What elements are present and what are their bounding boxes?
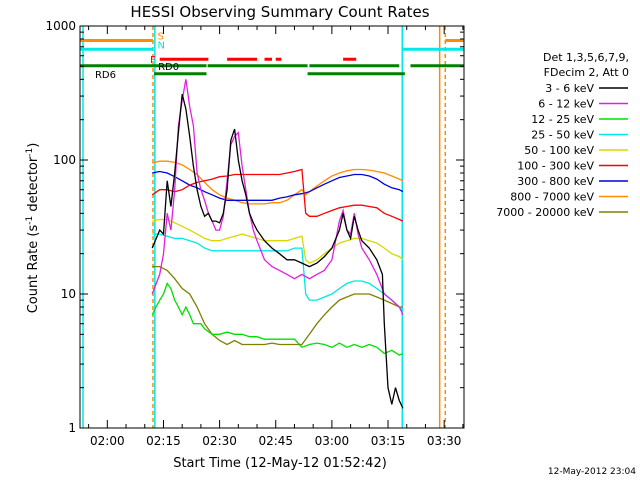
legend-entry-label: 50 - 100 keV (524, 144, 594, 157)
legend-entry-label: 100 - 300 keV (517, 160, 594, 173)
series-line-50-100-kev (152, 218, 404, 264)
y-tick-label: 1 (68, 421, 76, 435)
x-tick-label: 02:45 (258, 434, 293, 448)
series-line-800-7000-kev (152, 160, 404, 205)
legend-entry-label: 7000 - 20000 keV (496, 206, 594, 219)
x-tick-label: 02:00 (90, 434, 125, 448)
legend-header: Det 1,3,5,6,7,9, FDecim 2, Att 0 (543, 51, 629, 79)
x-tick-label: 03:15 (371, 434, 406, 448)
y-tick-label: 100 (53, 153, 76, 167)
y-axis-label: Count Rate (s-1 detector-1) (25, 143, 41, 314)
status-label-n: N (157, 40, 164, 51)
legend-entry-label: 800 - 7000 keV (510, 191, 594, 204)
footer-timestamp: 12-May-2012 23:04 (548, 467, 636, 477)
x-tick-label: 02:30 (202, 434, 237, 448)
plot-frame (79, 25, 465, 429)
x-tick-label: 03:30 (427, 434, 462, 448)
status-label-rd0: RD0 (158, 62, 179, 73)
legend: 3 - 6 keV 6 - 12 keV 12 - 25 keV 25 - 50 ke… (496, 82, 628, 219)
y-axis-label-superscript: -1 (25, 216, 35, 225)
legend-entry-label: 6 - 12 keV (538, 98, 594, 111)
legend-entry-label: 12 - 25 keV (531, 113, 594, 126)
series-line-12-25-kev (151, 282, 404, 356)
y-tick-label: 1000 (45, 19, 76, 33)
legend-header-line: Det 1,3,5,6,7,9, (543, 51, 629, 64)
status-label-s: S (157, 31, 163, 42)
series-line-25-50-kev (152, 233, 404, 312)
x-tick-label: 03:00 (315, 434, 350, 448)
series-line-6-12-kev (151, 79, 404, 316)
x-tick-label: 02:15 (146, 434, 181, 448)
legend-header-line: FDecim 2, Att 0 (544, 66, 629, 79)
series-line-300-800-kev (152, 170, 404, 201)
series-line-100-300-kev (151, 168, 404, 222)
status-label-rd6: RD6 (95, 70, 116, 81)
series-line-3-6-kev (151, 94, 404, 409)
y-axis-label-part: ) (26, 143, 41, 148)
y-axis-label-superscript: -1 (25, 148, 35, 157)
chart-title: HESSI Observing Summary Count Rates (130, 3, 429, 21)
y-axis-label-part: detector (26, 156, 41, 216)
legend-entry-label: 3 - 6 keV (545, 82, 594, 95)
legend-entry-label: 300 - 800 keV (517, 175, 594, 188)
legend-entry-label: 25 - 50 keV (531, 129, 594, 142)
y-tick-label: 10 (61, 287, 76, 301)
y-axis-label-part: Count Rate (s (26, 225, 41, 314)
x-axis-label: Start Time (12-May-12 01:52:42) (173, 456, 387, 471)
series-line-7000-20000-kev (152, 265, 403, 346)
status-label-f: F (150, 55, 156, 66)
